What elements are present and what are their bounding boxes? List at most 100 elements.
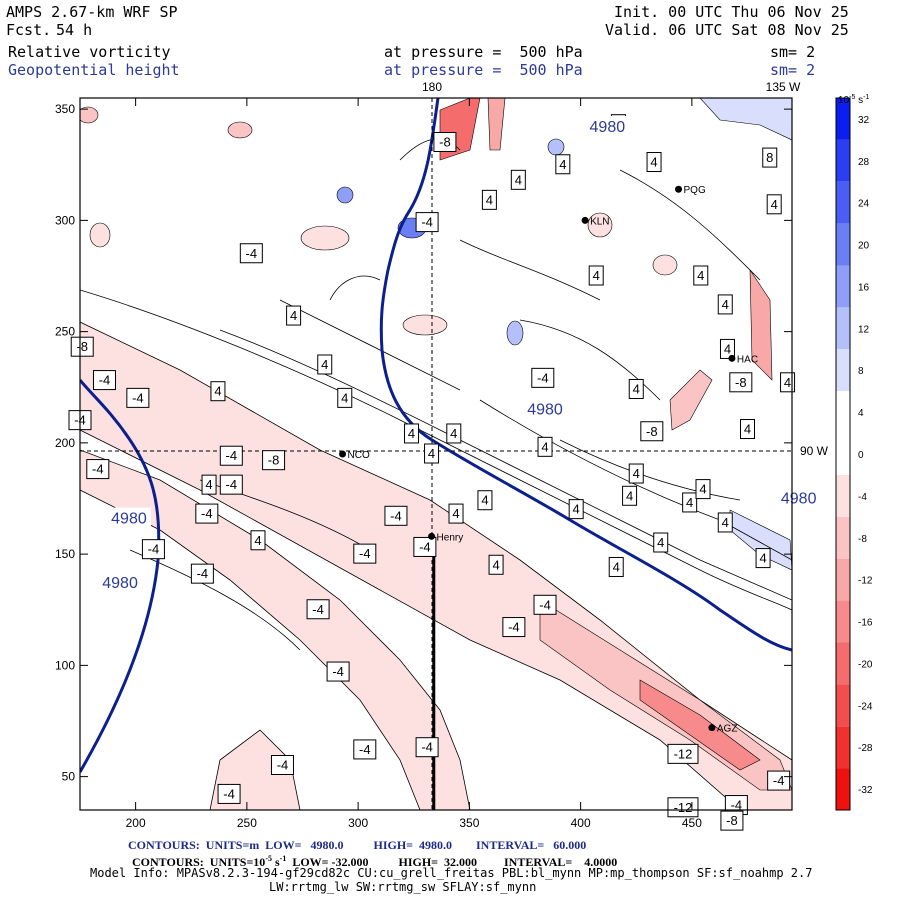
svg-text:4: 4 — [541, 439, 548, 454]
field2-name: Geopotential height — [8, 61, 180, 79]
colorbar-label: 20 — [858, 241, 870, 252]
svg-text:4: 4 — [450, 426, 457, 441]
colorbar-segment — [836, 474, 850, 517]
contour-value-label: -4 — [353, 543, 377, 564]
colorbar-segment — [836, 516, 850, 559]
contour-value-label: 4 — [755, 548, 771, 569]
colorbar-label: -4 — [858, 492, 867, 503]
contour-value-label: -4 — [195, 503, 219, 524]
svg-text:4980: 4980 — [102, 575, 138, 592]
x-tick-label: 300 — [348, 816, 368, 830]
colorbar-segment — [836, 139, 850, 182]
contour-value-label: -4 — [219, 474, 243, 495]
svg-text:4: 4 — [408, 426, 415, 441]
colorbar-unit: 10-5 s-1 — [838, 94, 869, 106]
svg-text:-4: -4 — [201, 506, 213, 521]
svg-text:-12: -12 — [674, 800, 693, 815]
colorbar-label: 0 — [858, 450, 864, 461]
y-tick-label: 50 — [62, 770, 76, 784]
valid-time: Valid. 06 UTC Sat 08 Nov 25 — [605, 21, 849, 39]
colorbar-label: 32 — [858, 115, 870, 126]
contour-value-label: -4 — [767, 770, 791, 791]
svg-text:-8: -8 — [646, 424, 658, 439]
contour-value-label: 4 — [286, 305, 302, 326]
contour-value-label: -8 — [640, 421, 664, 442]
svg-text:4: 4 — [784, 375, 791, 390]
svg-text:4980: 4980 — [590, 119, 626, 136]
contour-value-label: 4 — [717, 512, 733, 533]
neg-vorticity-spot-7 — [587, 212, 613, 238]
svg-text:4: 4 — [428, 446, 435, 461]
x-tick-label: 450 — [682, 816, 702, 830]
colorbar-segment — [836, 642, 850, 685]
neg-vorticity-spot-2 — [80, 106, 99, 124]
svg-text:-4: -4 — [539, 597, 551, 612]
svg-text:-8: -8 — [76, 339, 88, 354]
contour-value-label: 4 — [488, 554, 504, 575]
contour-value-label: 4 — [404, 423, 420, 444]
contour-value-label: 4 — [446, 423, 462, 444]
contour-value-label: 8 — [762, 147, 778, 168]
svg-text:-4: -4 — [226, 477, 238, 492]
contour-value-label: 4 — [477, 490, 493, 511]
neg-vorticity-patch-n2 — [487, 98, 506, 151]
svg-text:4: 4 — [633, 381, 640, 396]
contour-value-label: 4 — [646, 152, 662, 173]
svg-text:-4: -4 — [359, 546, 371, 561]
colorbar-label: -32 — [858, 785, 873, 796]
contour-value-label: -12 — [667, 797, 699, 818]
contour-value-label: 4 — [682, 492, 698, 513]
svg-text:4: 4 — [657, 535, 664, 550]
svg-text:-4: -4 — [197, 566, 209, 581]
svg-text:-4: -4 — [312, 602, 324, 617]
colorbar-label: -20 — [858, 659, 873, 670]
svg-text:4: 4 — [452, 506, 459, 521]
contour-value-label: -8 — [729, 372, 753, 393]
y-tick-label: 350 — [55, 102, 75, 116]
svg-text:-4: -4 — [148, 542, 160, 557]
contour-value-label: 4 — [201, 474, 217, 495]
svg-text:4: 4 — [722, 515, 729, 530]
contour-value-label: -4 — [384, 505, 408, 526]
colorbar: 32 28 24 20 16 12 8 4 0 -4 -8 -12 -16 -20 -24 -28 -32 — [835, 97, 873, 811]
x-tick-label: 200 — [126, 816, 146, 830]
colorbar-label: -16 — [858, 618, 873, 629]
svg-text:4: 4 — [744, 422, 751, 437]
neg-vorticity-patch-e — [749, 268, 773, 381]
parallel-label-90w: 90 W — [800, 444, 829, 458]
height-contour-4980 — [80, 98, 792, 773]
forecast-label: Fcst. — [6, 21, 52, 39]
neg-vorticity-patch-ne — [669, 369, 713, 431]
colorbar-label: 4 — [858, 408, 864, 419]
contour-value-label: 4 — [588, 265, 604, 286]
contour-value-label: 4 — [424, 443, 440, 464]
contour-value-label: -4 — [126, 387, 150, 408]
svg-text:-4: -4 — [731, 798, 743, 813]
contour-value-label: 4 — [628, 463, 644, 484]
contour-value-label: 4 — [780, 372, 796, 393]
contour-value-label: -4 — [353, 739, 377, 760]
height-contour-label: 4980 — [776, 487, 821, 508]
svg-text:-4: -4 — [99, 373, 111, 388]
svg-text:4: 4 — [290, 308, 297, 323]
colorbar-label: -28 — [858, 743, 873, 754]
contour-value-label: 4 — [210, 381, 226, 402]
svg-text:4: 4 — [205, 477, 212, 492]
contour-value-label: 4 — [766, 194, 782, 215]
svg-text:-4: -4 — [390, 508, 402, 523]
colorbar-segment — [836, 307, 850, 350]
x-tick-label: 350 — [459, 816, 479, 830]
svg-text:4: 4 — [724, 341, 731, 356]
contour-value-label: -4 — [531, 367, 555, 388]
contour-value-label: 4 — [693, 265, 709, 286]
svg-text:-8: -8 — [268, 453, 280, 468]
svg-text:-8: -8 — [439, 135, 451, 150]
svg-text:Henry: Henry — [437, 532, 464, 543]
field1-smooth: sm= 2 — [770, 43, 816, 61]
station-marker: HAC — [728, 354, 758, 365]
contour-value-label: 4 — [622, 485, 638, 506]
svg-text:-4: -4 — [332, 664, 344, 679]
contour-value-label: 4 — [695, 479, 711, 500]
svg-text:-4: -4 — [92, 462, 104, 477]
init-time: Init. 00 UTC Thu 06 Nov 25 — [614, 3, 849, 21]
